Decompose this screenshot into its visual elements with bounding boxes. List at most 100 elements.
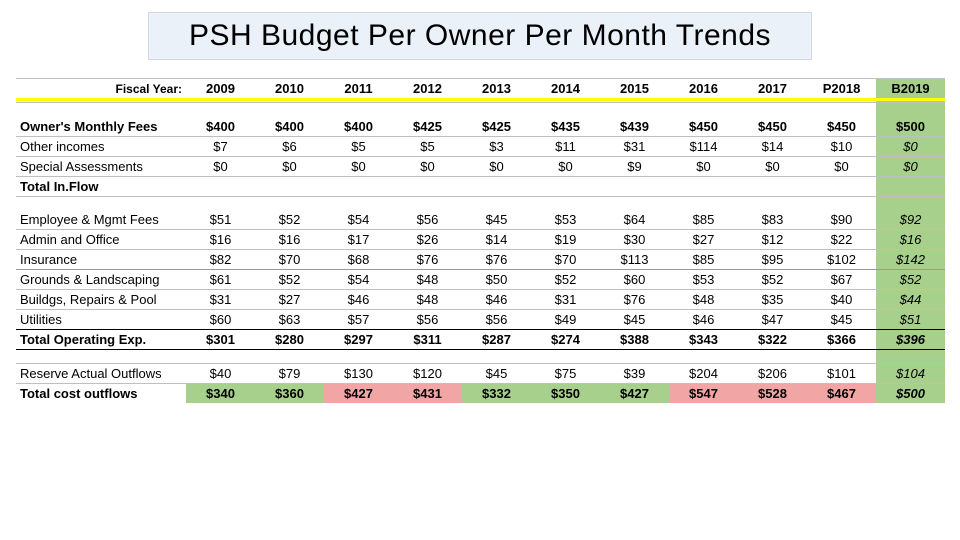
cell: $500 [876, 117, 945, 137]
year-header-2012: 2012 [393, 79, 462, 100]
cell: $322 [738, 330, 807, 350]
year-header-2013: 2013 [462, 79, 531, 100]
cell: $11 [531, 136, 600, 156]
cell: $435 [531, 117, 600, 137]
cell: $50 [462, 270, 531, 290]
cell: $350 [531, 384, 600, 404]
cell: $14 [462, 230, 531, 250]
cell: $528 [738, 384, 807, 404]
cell: $52 [876, 270, 945, 290]
cell: $67 [807, 270, 876, 290]
cell: $10 [807, 136, 876, 156]
cell: $0 [186, 156, 255, 176]
table-body: Owner's Monthly Fees $400$400$400$425$42… [16, 100, 945, 404]
title-wrap: PSH Budget Per Owner Per Month Trends [16, 12, 944, 60]
cell: $90 [807, 210, 876, 230]
table-row: Total In.Flow [16, 176, 945, 196]
cell: $46 [669, 310, 738, 330]
cell: $83 [738, 210, 807, 230]
table-row: Utilities $60$63$57$56$56$49$45$46$47$45… [16, 310, 945, 330]
cell: $5 [393, 136, 462, 156]
cell: $400 [324, 117, 393, 137]
cell: $120 [393, 364, 462, 384]
cell: $39 [600, 364, 669, 384]
row-label: Buildgs, Repairs & Pool [16, 290, 186, 310]
cell: $0 [876, 156, 945, 176]
cell: $57 [324, 310, 393, 330]
header-row: Fiscal Year:2009201020112012201320142015… [16, 79, 945, 100]
cell: $206 [738, 364, 807, 384]
cell: $6 [255, 136, 324, 156]
year-header-2016: 2016 [669, 79, 738, 100]
cell: $301 [186, 330, 255, 350]
cell: $0 [462, 156, 531, 176]
budget-table-wrap: Fiscal Year:2009201020112012201320142015… [16, 78, 944, 403]
cell: $0 [876, 136, 945, 156]
cell: $204 [669, 364, 738, 384]
year-header-2010: 2010 [255, 79, 324, 100]
row-label: Total cost outflows [16, 384, 186, 404]
cell: $280 [255, 330, 324, 350]
cell: $500 [876, 384, 945, 404]
cell: $63 [255, 310, 324, 330]
cell: $48 [393, 270, 462, 290]
total-cost-row: Total cost outflows $340$360$427$431$332… [16, 384, 945, 404]
cell: $332 [462, 384, 531, 404]
cell: $54 [324, 270, 393, 290]
reserve-row: Reserve Actual Outflows $40$79$130$120$4… [16, 364, 945, 384]
row-label: Owner's Monthly Fees [16, 117, 186, 137]
row-label: Other incomes [16, 136, 186, 156]
cell: $48 [393, 290, 462, 310]
cell: $54 [324, 210, 393, 230]
row-label: Employee & Mgmt Fees [16, 210, 186, 230]
cell: $396 [876, 330, 945, 350]
cell: $142 [876, 250, 945, 270]
cell: $45 [462, 210, 531, 230]
cell: $60 [186, 310, 255, 330]
cell: $45 [600, 310, 669, 330]
cell: $16 [255, 230, 324, 250]
cell: $85 [669, 250, 738, 270]
cell: $274 [531, 330, 600, 350]
cell: $287 [462, 330, 531, 350]
cell: $439 [600, 117, 669, 137]
cell: $450 [738, 117, 807, 137]
cell: $75 [531, 364, 600, 384]
cell: $450 [669, 117, 738, 137]
cell: $95 [738, 250, 807, 270]
cell: $16 [876, 230, 945, 250]
cell: $56 [393, 310, 462, 330]
cell: $22 [807, 230, 876, 250]
fiscal-year-label: Fiscal Year: [16, 79, 186, 100]
row-label: Total Operating Exp. [16, 330, 186, 350]
cell: $425 [393, 117, 462, 137]
cell: $431 [393, 384, 462, 404]
cell [531, 176, 600, 196]
cell: $30 [600, 230, 669, 250]
cell: $76 [462, 250, 531, 270]
cell [324, 176, 393, 196]
cell [462, 176, 531, 196]
cell: $12 [738, 230, 807, 250]
cell: $0 [807, 156, 876, 176]
cell: $52 [738, 270, 807, 290]
row-label: Total In.Flow [16, 176, 186, 196]
table-row: Grounds & Landscaping $61$52$54$48$50$52… [16, 270, 945, 290]
cell: $82 [186, 250, 255, 270]
cell: $0 [531, 156, 600, 176]
cell: $101 [807, 364, 876, 384]
cell: $56 [393, 210, 462, 230]
cell: $0 [669, 156, 738, 176]
cell: $46 [324, 290, 393, 310]
cell: $0 [255, 156, 324, 176]
cell: $3 [462, 136, 531, 156]
cell: $35 [738, 290, 807, 310]
cell: $297 [324, 330, 393, 350]
year-header-P2018: P2018 [807, 79, 876, 100]
cell: $56 [462, 310, 531, 330]
table-row: Owner's Monthly Fees $400$400$400$425$42… [16, 117, 945, 137]
table-row: Admin and Office $16$16$17$26$14$19$30$2… [16, 230, 945, 250]
cell: $311 [393, 330, 462, 350]
page-title: PSH Budget Per Owner Per Month Trends [148, 12, 812, 60]
cell: $102 [807, 250, 876, 270]
